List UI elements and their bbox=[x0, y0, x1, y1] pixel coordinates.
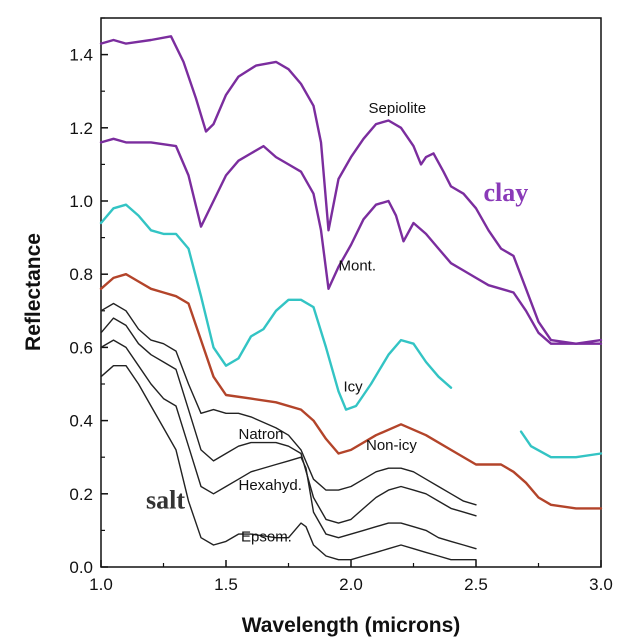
axis-ticks: 1.0 1.5 2.0 2.5 3.0 0.0 0.2 0.4 0.6 0.8 1.0 1.2 1.4 bbox=[69, 17, 613, 594]
series-line-sepiolite-0 bbox=[99, 35, 603, 345]
x-tick-label-4: 3.0 bbox=[589, 575, 613, 594]
y-tick-label-4: 0.8 bbox=[69, 265, 93, 284]
series-line-non-icy-4 bbox=[99, 273, 603, 510]
annotation-layer: Sepiolite Mont. Icy Non-icy Natron Hexahyd. Ep… bbox=[146, 100, 528, 545]
series-label-2: Icy bbox=[344, 378, 364, 395]
series-line-hexahyd-7 bbox=[100, 339, 477, 550]
y-tick-label-5: 1.0 bbox=[69, 192, 93, 211]
series-line-mont-1 bbox=[99, 137, 603, 345]
series-label-4: Natron bbox=[239, 426, 284, 443]
series-line-natron-6 bbox=[100, 317, 477, 524]
x-axis-title: Wavelength (microns) bbox=[242, 614, 461, 637]
series-layer bbox=[99, 35, 603, 561]
group-label-7: clay bbox=[484, 178, 529, 207]
y-tick-label-3: 0.6 bbox=[69, 338, 93, 357]
series-line-epsom-8 bbox=[100, 365, 477, 561]
x-tick-label-1: 1.5 bbox=[214, 575, 238, 594]
series-line-icy-3 bbox=[519, 430, 603, 459]
series-line-icy-2 bbox=[99, 203, 453, 411]
series-label-5: Hexahyd. bbox=[239, 477, 302, 494]
y-tick-label-1: 0.2 bbox=[69, 485, 93, 504]
y-axis-title: Reflectance bbox=[22, 233, 45, 351]
group-label-8: salt bbox=[146, 485, 185, 514]
y-tick-label-6: 1.2 bbox=[69, 119, 93, 138]
x-tick-label-3: 2.5 bbox=[464, 575, 488, 594]
series-line-unlabeled-5 bbox=[100, 302, 477, 506]
series-label-6: Epsom. bbox=[241, 528, 292, 545]
x-tick-label-2: 2.0 bbox=[339, 575, 363, 594]
series-label-3: Non-icy bbox=[366, 437, 417, 454]
x-tick-label-0: 1.0 bbox=[89, 575, 113, 594]
y-tick-label-7: 1.4 bbox=[69, 46, 93, 65]
series-label-1: Mont. bbox=[339, 258, 377, 275]
y-tick-label-0: 0.0 bbox=[69, 558, 93, 577]
series-label-0: Sepiolite bbox=[369, 100, 427, 117]
y-tick-label-2: 0.4 bbox=[69, 412, 93, 431]
